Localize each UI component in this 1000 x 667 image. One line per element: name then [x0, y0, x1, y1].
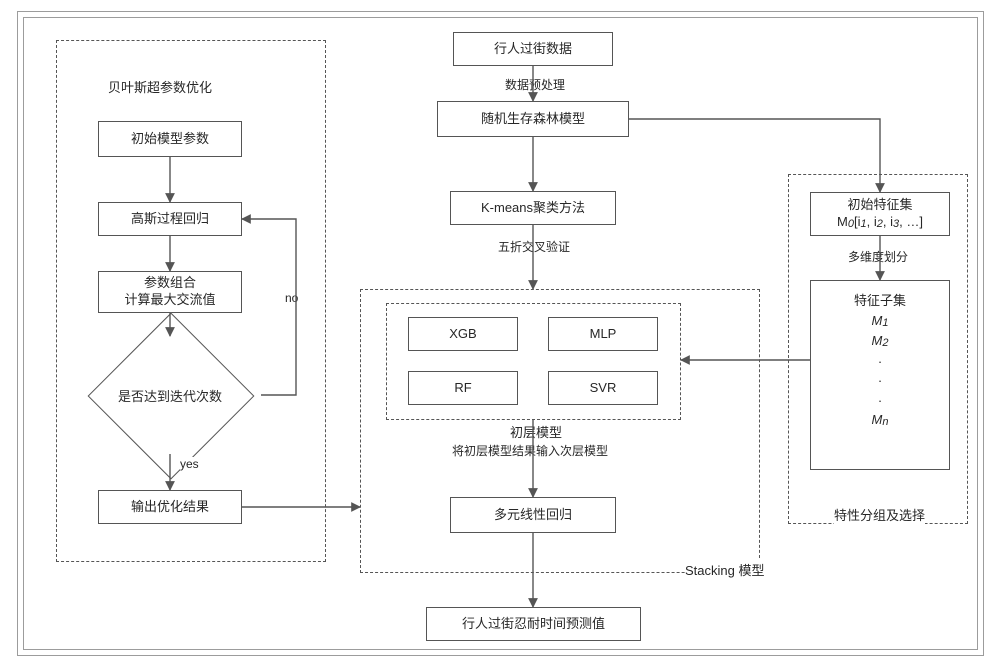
decision-no-label: no — [285, 291, 298, 305]
edge-label-multidim: 多维度划分 — [848, 248, 908, 265]
node-bayes-init: 初始模型参数 — [98, 121, 242, 157]
flowchart-canvas: 贝叶斯超参数优化 Stacking 模型 特性分组及选择 初层模型 行人过街数据… — [0, 0, 1000, 667]
group-stacking-label: Stacking 模型 — [685, 560, 764, 579]
group-feature-label: 特性分组及选择 — [834, 505, 925, 524]
decision-label: 是否达到迭代次数 — [90, 386, 250, 405]
node-output: 行人过街忍耐时间预测值 — [426, 607, 641, 641]
node-feature-init-text: 初始特征集M0[i1, i2, i3, …] — [837, 197, 923, 231]
node-rsf: 随机生存森林模型 — [437, 101, 629, 137]
node-xgb: XGB — [408, 317, 518, 351]
group-bayes-label: 贝叶斯超参数优化 — [108, 77, 212, 96]
feature-subset-content: 特征子集 M1 M2 ··· Mn — [811, 291, 949, 431]
edge-label-cv: 五折交叉验证 — [498, 238, 570, 255]
node-gpr: 高斯过程回归 — [98, 202, 242, 236]
node-mlr: 多元线性回归 — [450, 497, 616, 533]
node-rf: RF — [408, 371, 518, 405]
node-param-combo: 参数组合计算最大交流值 — [98, 271, 242, 313]
decision-yes-label: yes — [180, 457, 199, 471]
node-bayes-output: 输出优化结果 — [98, 490, 242, 524]
group-inner-models-label: 初层模型 — [510, 422, 562, 441]
node-feature-subsets: 特征子集 M1 M2 ··· Mn — [810, 280, 950, 470]
node-svr: SVR — [548, 371, 658, 405]
edge-label-first2second: 将初层模型结果输入次层模型 — [452, 442, 608, 459]
node-feature-init: 初始特征集M0[i1, i2, i3, …] — [810, 192, 950, 236]
node-param-combo-text: 参数组合计算最大交流值 — [124, 275, 215, 309]
edge-label-prep: 数据预处理 — [505, 76, 565, 93]
node-kmeans: K-means聚类方法 — [450, 191, 616, 225]
node-mlp: MLP — [548, 317, 658, 351]
node-input: 行人过街数据 — [453, 32, 613, 66]
